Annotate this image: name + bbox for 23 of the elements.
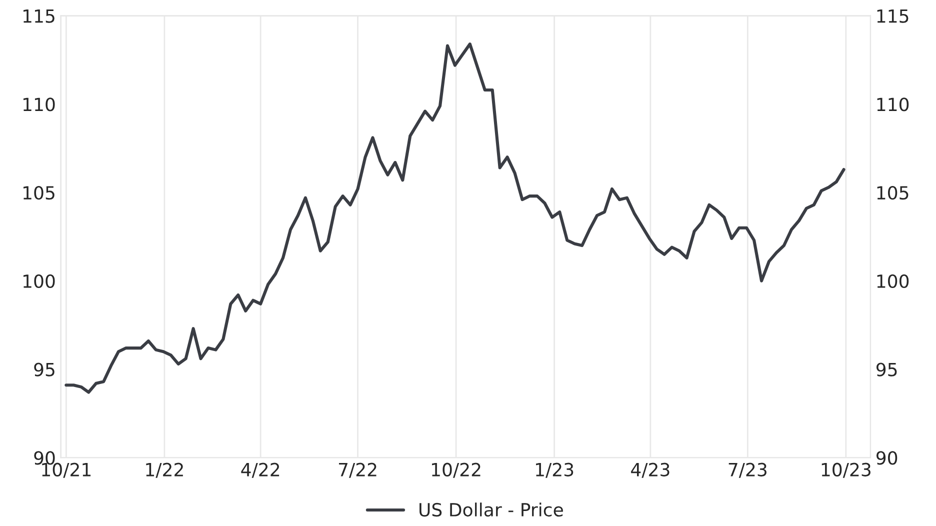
y2-tick-label: 100: [877, 274, 909, 288]
y2-tick-label: 90: [876, 451, 898, 465]
y2-tick-label: 115: [877, 9, 908, 23]
y-tick-label: 115: [24, 9, 54, 23]
x-tick-label: 7/22: [338, 462, 376, 478]
y2-tick-label: 110: [877, 98, 909, 112]
x-tick-label: 4/22: [241, 462, 280, 478]
y-tick-label: 110: [24, 98, 55, 112]
y2-tick-label: 105: [877, 186, 908, 200]
x-tick-label: 10/22: [432, 462, 480, 478]
legend-label: US Dollar - Price: [420, 502, 563, 517]
y-tick-label: 105: [24, 186, 54, 200]
x-tick-label: 4/23: [631, 462, 670, 478]
y-tick-label: 90: [34, 451, 55, 465]
x-tick-label: 7/23: [728, 462, 766, 478]
x-tick-label: 10/23: [822, 462, 870, 478]
x-tick-label: 10/21: [42, 462, 91, 478]
line-series: [64, 42, 846, 394]
y2-tick-label: 95: [876, 362, 897, 376]
y-tick-label: 100: [24, 274, 55, 288]
x-tick-label: 1/22: [146, 462, 183, 478]
x-tick-label: 1/23: [536, 462, 574, 478]
y-tick-label: 95: [34, 362, 54, 376]
